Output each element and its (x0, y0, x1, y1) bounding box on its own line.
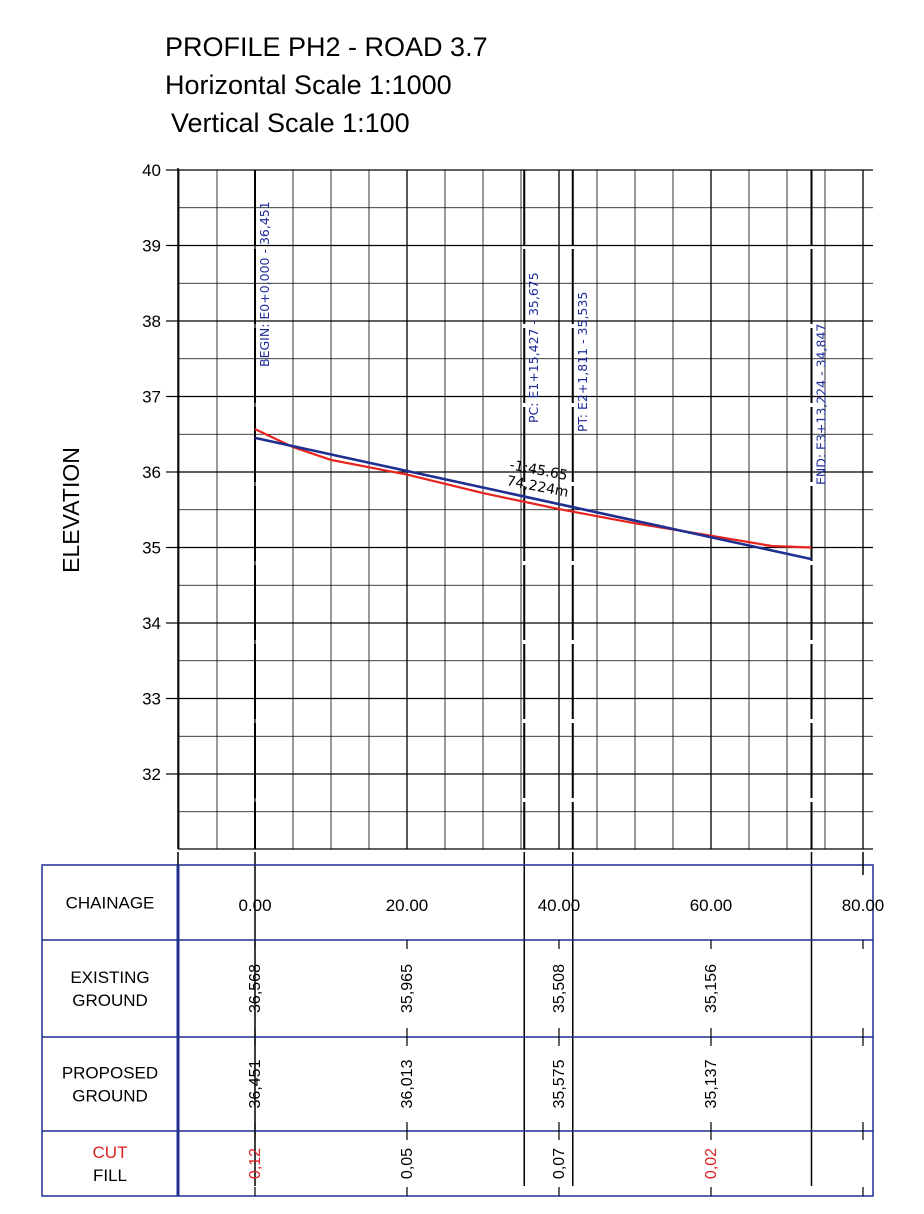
chainage-label: 40.00 (538, 896, 581, 915)
band-row-label: PROPOSED (62, 1064, 158, 1083)
existing-ground-value: 36,568 (247, 964, 264, 1013)
proposed-ground-value: 35,137 (703, 1059, 720, 1108)
band-row-label: GROUND (72, 991, 148, 1010)
existing-ground-value: 35,156 (703, 964, 720, 1013)
y-tick-label: 33 (142, 690, 161, 709)
station-marker-label: PT: E2+1,811 - 35,535 (575, 292, 590, 432)
y-tick-label: 32 (142, 765, 161, 784)
existing-ground-line (254, 428, 812, 549)
title-block: PROFILE PH2 - ROAD 3.7 Horizontal Scale … (165, 28, 488, 142)
band-row-label: FILL (93, 1166, 127, 1185)
band-row-label: GROUND (72, 1087, 148, 1106)
band-table-border (41, 864, 874, 1197)
cut-fill-value: 0,02 (703, 1148, 720, 1179)
proposed-ground-value: 35,575 (551, 1059, 568, 1108)
chainage-label: 0.00 (238, 896, 271, 915)
proposed-ground-line (254, 436, 812, 561)
cut-fill-value: 0,12 (247, 1148, 264, 1179)
y-tick-label: 34 (142, 614, 161, 633)
station-marker-label: BEGIN: E0+0,000 - 36,451 (257, 201, 272, 367)
y-tick-label: 40 (142, 161, 161, 180)
y-tick-label: 39 (142, 237, 161, 256)
chainage-label: 20.00 (386, 896, 429, 915)
y-axis-title: ELEVATION (58, 447, 84, 573)
horizontal-scale-label: Horizontal Scale 1:1000 (165, 70, 452, 100)
station-marker-label: END: E3+13,224 - 34,847 (814, 324, 829, 485)
existing-ground-value: 35,508 (551, 964, 568, 1013)
station-markers: BEGIN: E0+0,000 - 36,451 PC: E1+15,427 - … (254, 170, 829, 1186)
band-table: CHAINAGE EXISTING GROUND PROPOSED GROUND CUT F… (41, 852, 885, 1197)
y-tick-label: 37 (142, 388, 161, 407)
axis: 32 33 34 35 36 37 38 39 40 ELEVATION (58, 161, 873, 850)
proposed-ground-value: 36,451 (247, 1059, 264, 1108)
chart-title: PROFILE PH2 - ROAD 3.7 (165, 32, 488, 62)
chainage-label: 80.00 (842, 896, 885, 915)
y-tick-label: 38 (142, 312, 161, 331)
y-tick-label: 35 (142, 539, 161, 558)
chainage-label: 60.00 (690, 896, 733, 915)
station-marker-label: PC: E1+15,427 - 35,675 (526, 272, 541, 423)
vertical-scale-label: Vertical Scale 1:100 (171, 108, 410, 138)
existing-ground-value: 35,965 (399, 964, 416, 1013)
cut-fill-value: 0,05 (399, 1148, 416, 1179)
cut-fill-value: 0,07 (551, 1148, 568, 1179)
y-tick-label: 36 (142, 463, 161, 482)
grid (178, 169, 873, 849)
band-row-label: EXISTING (70, 968, 149, 987)
proposed-ground-value: 36,013 (399, 1059, 416, 1108)
band-row-label: CHAINAGE (66, 894, 155, 913)
band-row-label: CUT (93, 1143, 128, 1162)
